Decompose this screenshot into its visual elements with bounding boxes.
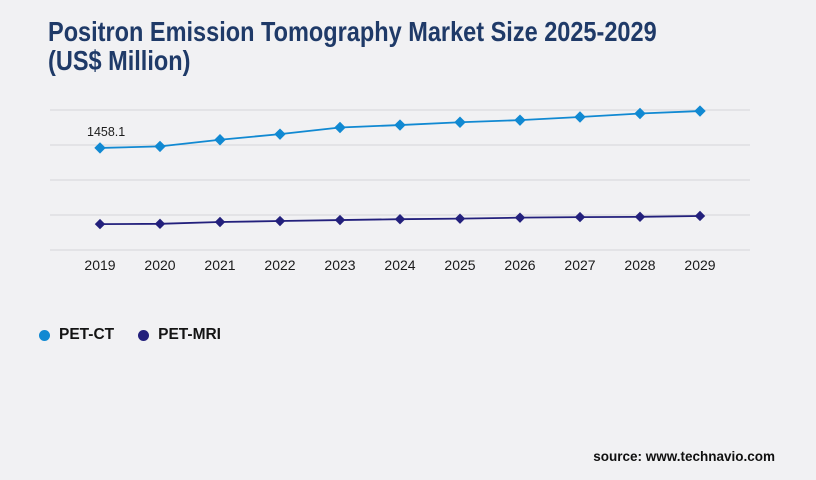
- line-chart-plot-area: 2019 2020 2021 2022 2023 2024 2025 2026 2027 2028…: [50, 105, 750, 273]
- x-axis-label: 2025: [444, 257, 475, 273]
- x-axis-label: 2022: [264, 257, 295, 273]
- data-point-marker-pet-ct: [214, 134, 226, 146]
- legend-marker-circle-icon: [39, 329, 50, 341]
- data-point-marker-pet-mri: [154, 218, 166, 230]
- data-point-marker-pet-ct: [274, 128, 286, 140]
- data-point-marker-pet-mri: [454, 213, 466, 224]
- data-point-marker-pet-ct: [454, 116, 466, 128]
- x-axis-label: 2029: [684, 257, 715, 273]
- data-point-marker-pet-mri: [394, 214, 406, 225]
- x-axis-label: 2026: [504, 257, 535, 273]
- data-point-marker-pet-mri: [274, 215, 286, 227]
- x-axis-label: 2020: [144, 257, 175, 273]
- data-point-marker-pet-ct: [334, 121, 346, 134]
- data-point-marker-pet-ct: [634, 107, 646, 120]
- legend-item-pet-mri: PET-MRI: [138, 326, 221, 344]
- chart-title: Positron Emission Tomography Market Size…: [48, 17, 720, 75]
- data-point-marker-pet-ct: [514, 114, 526, 126]
- x-axis-label: 2021: [204, 257, 235, 273]
- x-axis-label: 2023: [324, 257, 355, 273]
- data-point-marker-pet-mri: [214, 216, 226, 228]
- x-axis-label: 2027: [564, 257, 595, 273]
- data-point-marker-pet-mri: [574, 211, 586, 223]
- data-point-marker-pet-mri: [94, 218, 106, 230]
- data-point-marker-pet-mri: [514, 212, 526, 223]
- data-point-marker-pet-mri: [694, 210, 706, 222]
- source-attribution: source: www.technavio.com: [593, 449, 775, 464]
- x-axis-label: 2019: [84, 257, 115, 273]
- legend-item-label: PET-CT: [59, 326, 115, 343]
- data-point-marker-pet-ct: [94, 142, 106, 154]
- legend-item-pet-ct: PET-CT: [39, 326, 114, 344]
- data-point-marker-pet-ct: [154, 140, 166, 153]
- data-point-marker-pet-mri: [634, 211, 646, 223]
- chart-legend: PET-CT PET-MRI: [39, 326, 221, 344]
- legend-item-label: PET-MRI: [158, 326, 221, 343]
- data-point-marker-pet-ct: [394, 119, 406, 131]
- x-axis-label: 2028: [624, 257, 655, 273]
- data-point-marker-pet-ct: [694, 105, 706, 117]
- data-point-marker-pet-mri: [334, 214, 346, 226]
- data-point-marker-pet-ct: [574, 111, 586, 123]
- x-axis-label: 2024: [384, 257, 415, 273]
- data-label: 1458.1: [87, 125, 125, 139]
- chart-title-line1: Positron Emission Tomography Market Size…: [48, 16, 657, 47]
- chart-title-line2: (US$ Million): [48, 45, 191, 76]
- legend-marker-circle-icon: [138, 329, 150, 341]
